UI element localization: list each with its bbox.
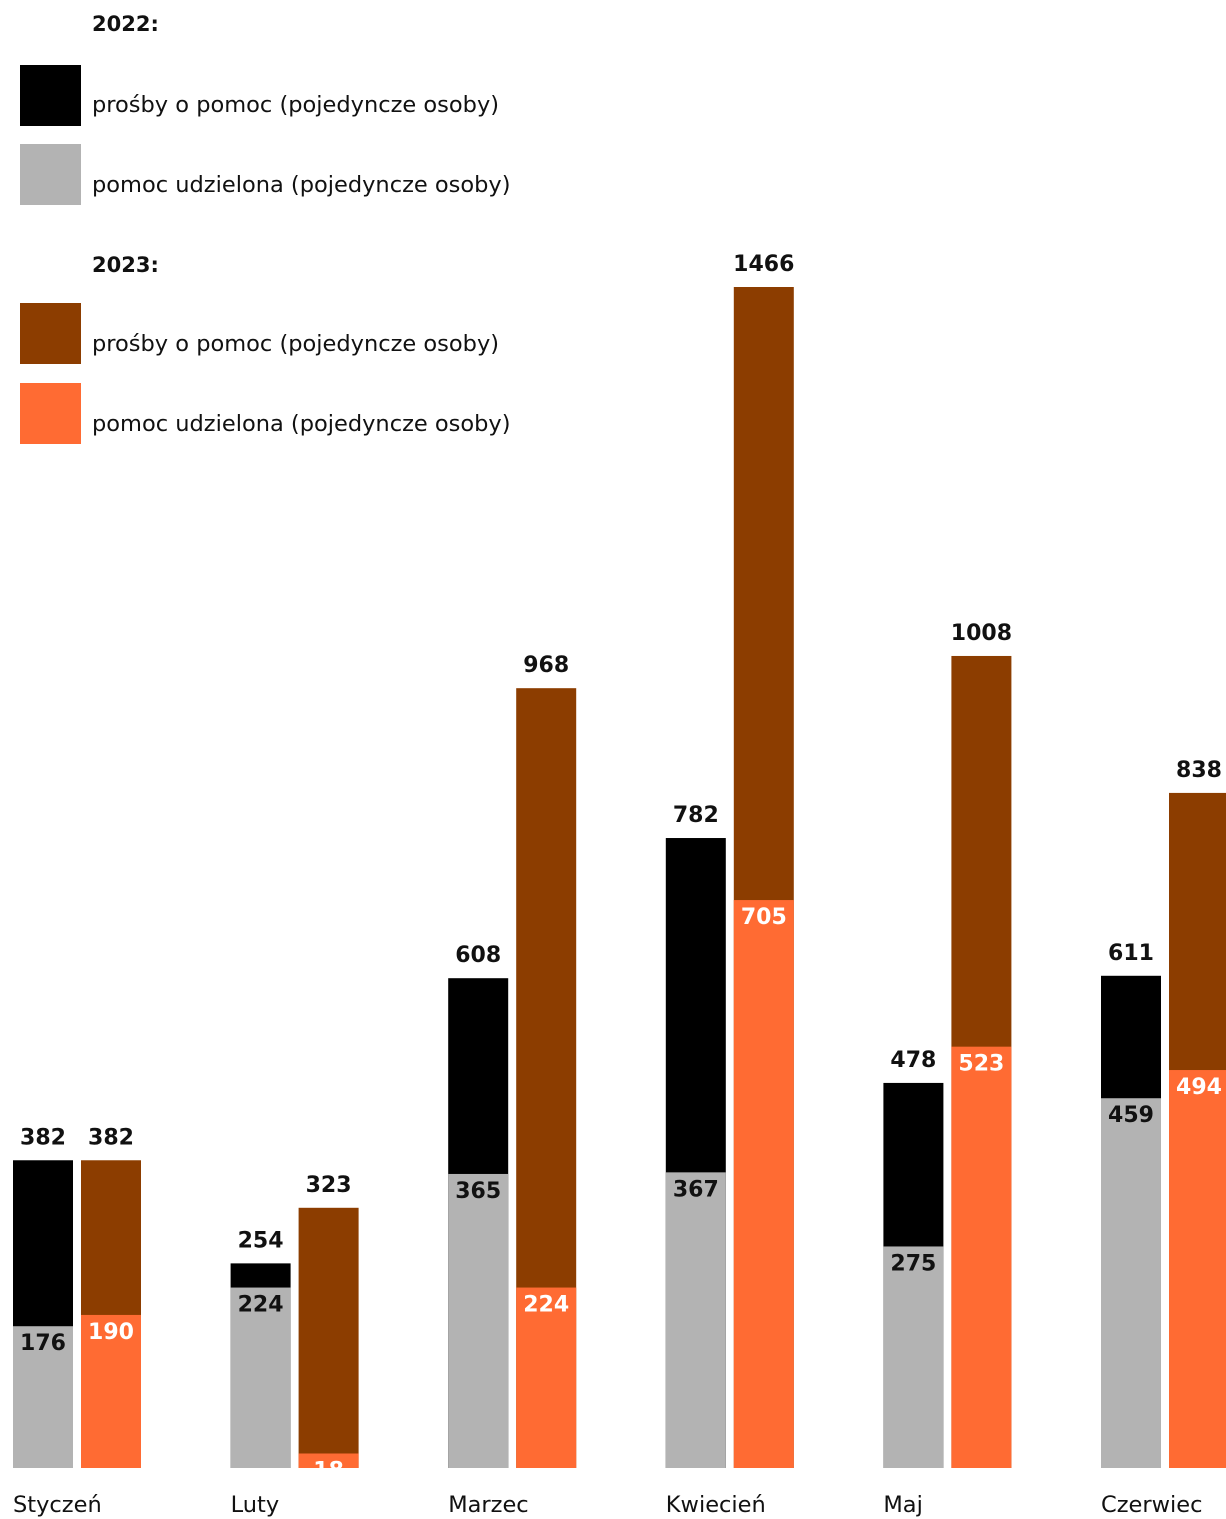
month-label-5: Maj — [883, 1492, 922, 1518]
legend: 2022: prośby o pomoc (pojedyncze osoby) … — [0, 0, 620, 460]
bar-requests-2023-month-2 — [298, 1207, 359, 1468]
label-requests-2023-month-6: 838 — [1176, 758, 1222, 783]
label-requests-2022-month-3: 608 — [455, 943, 501, 968]
bar-helped-2022-month-6 — [1101, 1098, 1161, 1468]
legend-swatch-helped-2023 — [20, 383, 81, 444]
label-requests-2022-month-1: 382 — [20, 1125, 66, 1150]
bar-helped-2023-month-4 — [733, 900, 794, 1468]
bar-helped-2022-month-4 — [665, 1172, 726, 1468]
label-requests-2023-month-1: 382 — [88, 1125, 134, 1150]
legend-year-2023: 2023: — [92, 253, 159, 277]
legend-label-requests-2022: prośby o pomoc (pojedyncze osoby) — [92, 92, 500, 118]
label-requests-2022-month-2: 254 — [238, 1228, 284, 1253]
label-helped-2022-month-6: 459 — [1108, 1103, 1154, 1128]
label-helped-2022-month-3: 365 — [455, 1179, 501, 1204]
month-label-2: Luty — [231, 1492, 280, 1518]
bar-helped-2023-month-5 — [951, 1046, 1012, 1468]
label-helped-2022-month-2: 224 — [238, 1293, 284, 1318]
legend-swatch-helped-2022 — [20, 144, 81, 205]
label-requests-2023-month-4: 1466 — [733, 252, 794, 277]
legend-swatch-requests-2023 — [20, 303, 81, 364]
label-helped-2023-month-1: 190 — [88, 1320, 134, 1345]
legend-label-requests-2023: prośby o pomoc (pojedyncze osoby) — [92, 331, 500, 357]
bar-helped-2022-month-5 — [883, 1246, 944, 1468]
label-helped-2023-month-2: 18 — [313, 1458, 344, 1483]
label-requests-2022-month-6: 611 — [1108, 941, 1154, 966]
bar-helped-2023-month-6 — [1169, 1070, 1226, 1468]
bar-helped-2022-month-2 — [230, 1287, 291, 1468]
legend-label-helped-2022: pomoc udzielona (pojedyncze osoby) — [92, 172, 511, 198]
legend-label-helped-2023: pomoc udzielona (pojedyncze osoby) — [92, 411, 511, 437]
label-requests-2023-month-3: 968 — [523, 653, 569, 678]
bar-helped-2022-month-3 — [448, 1173, 509, 1468]
label-helped-2023-month-6: 494 — [1176, 1075, 1222, 1100]
label-requests-2022-month-5: 478 — [890, 1048, 936, 1073]
label-requests-2023-month-5: 1008 — [951, 621, 1012, 646]
bar-helped-2023-month-2 — [298, 1453, 359, 1468]
label-helped-2022-month-5: 275 — [890, 1251, 936, 1276]
label-requests-2023-month-2: 323 — [306, 1173, 352, 1198]
month-label-1: Styczeń — [13, 1492, 102, 1518]
label-requests-2022-month-4: 782 — [673, 803, 719, 828]
label-helped-2023-month-5: 523 — [958, 1052, 1004, 1077]
label-helped-2023-month-3: 224 — [523, 1293, 569, 1318]
bar-helped-2022-month-1 — [13, 1326, 73, 1468]
label-helped-2022-month-4: 367 — [673, 1177, 719, 1202]
label-helped-2022-month-1: 176 — [20, 1331, 66, 1356]
month-label-4: Kwiecień — [666, 1492, 766, 1518]
month-label-3: Marzec — [448, 1492, 528, 1518]
bar-helped-2023-month-3 — [516, 1287, 577, 1468]
label-helped-2023-month-4: 705 — [741, 905, 787, 930]
legend-swatch-requests-2022 — [20, 65, 81, 126]
month-label-6: Czerwiec — [1101, 1492, 1202, 1518]
legend-year-2022: 2022: — [92, 12, 159, 36]
bar-helped-2023-month-1 — [81, 1314, 141, 1468]
